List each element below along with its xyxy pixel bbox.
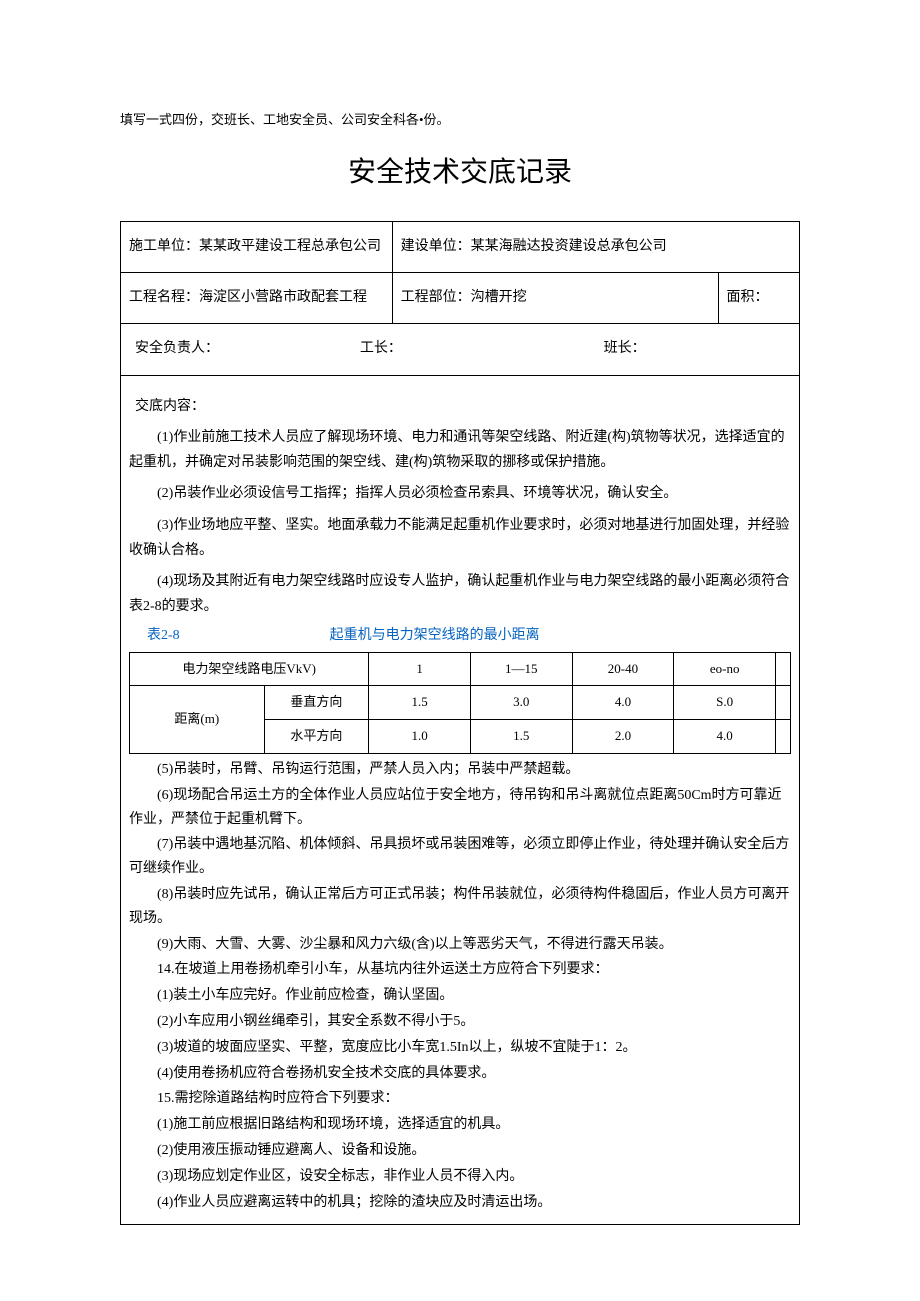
area: 面积： bbox=[718, 272, 800, 323]
item-15-1: (1)施工前应根据旧路结构和现场环境，选择适宜的机具。 bbox=[129, 1113, 791, 1137]
cell: 3.0 bbox=[470, 686, 572, 720]
content-cell: 交底内容： (1)作业前施工技术人员应了解现场环境、电力和通讯等架空线路、附近建… bbox=[121, 375, 800, 1225]
cell: 1.5 bbox=[369, 686, 471, 720]
table-row: 安全负责人： 工长： 班长： bbox=[121, 324, 800, 375]
table-row: 施工单位：某某政平建设工程总承包公司 建设单位：某某海融达投资建设总承包公司 bbox=[121, 221, 800, 272]
para-8: (8)吊装时应先试吊，确认正常后方可正式吊装；构件吊装就位，必须待构件稳固后，作… bbox=[129, 883, 791, 931]
document-title: 安全技术交底记录 bbox=[120, 151, 800, 196]
foreman: 工长： bbox=[360, 338, 604, 360]
header-note: 填写一式四份，交班长、工地安全员、公司安全科各•份。 bbox=[120, 110, 800, 131]
main-table: 施工单位：某某政平建设工程总承包公司 建设单位：某某海融达投资建设总承包公司 工… bbox=[120, 221, 800, 1226]
team-lead: 班长： bbox=[604, 338, 791, 360]
item-15-3: (3)现场应划定作业区，设安全标志，非作业人员不得入内。 bbox=[129, 1165, 791, 1189]
cell: 4.0 bbox=[674, 720, 776, 754]
table-title-link: 起重机与电力架空线路的最小距离 bbox=[330, 625, 540, 647]
para-7: (7)吊装中遇地基沉陷、机体倾斜、吊具损坏或吊装困难等，必须立即停止作业，待处理… bbox=[129, 833, 791, 881]
item-14-1: (1)装土小车应完好。作业前应检查，确认坚固。 bbox=[129, 984, 791, 1008]
col-blank bbox=[776, 652, 791, 686]
para-2: (2)吊装作业必须设信号工指挥；指挥人员必须检查吊索具、环境等状况，确认安全。 bbox=[129, 481, 791, 506]
project-name: 工程名程：海淀区小营路市政配套工程 bbox=[121, 272, 393, 323]
para-6: (6)现场配合吊运土方的全体作业人员应站位于安全地方，待吊钩和吊斗离就位点距离5… bbox=[129, 784, 791, 832]
item-14-3: (3)坡道的坡面应坚实、平整，宽度应比小车宽1.5In以上，纵坡不宜陡于1：2。 bbox=[129, 1036, 791, 1060]
section-14: 14.在坡道上用卷扬机牵引小车，从基坑内往外运送土方应符合下列要求： bbox=[129, 958, 791, 982]
para-9: (9)大雨、大雪、大雾、沙尘暴和风力六级(含)以上等恶劣天气，不得进行露天吊装。 bbox=[129, 933, 791, 957]
th-voltage: 电力架空线路电压VkV) bbox=[130, 652, 369, 686]
para-1: (1)作业前施工技术人员应了解现场环境、电力和通讯等架空线路、附近建(构)筑物等… bbox=[129, 425, 791, 475]
cell: 2.0 bbox=[572, 720, 674, 754]
table-row: 电力架空线路电压VkV) 1 1—15 20-40 eo-no bbox=[130, 652, 791, 686]
project-part: 工程部位：沟槽开挖 bbox=[392, 272, 718, 323]
construction-unit: 施工单位：某某政平建设工程总承包公司 bbox=[121, 221, 393, 272]
cell-blank bbox=[776, 686, 791, 720]
para-3: (3)作业场地应平整、坚实。地面承载力不能满足起重机作业要求时，必须对地基进行加… bbox=[129, 513, 791, 563]
col-4: eo-no bbox=[674, 652, 776, 686]
content-heading: 交底内容： bbox=[129, 394, 791, 419]
build-unit: 建设单位：某某海融达投资建设总承包公司 bbox=[392, 221, 799, 272]
table-ref-link: 表2-8 bbox=[147, 625, 180, 647]
table-caption: 表2-8 起重机与电力架空线路的最小距离 bbox=[129, 625, 791, 647]
dir-vertical: 垂直方向 bbox=[264, 686, 369, 720]
col-2: 1—15 bbox=[470, 652, 572, 686]
table-row: 交底内容： (1)作业前施工技术人员应了解现场环境、电力和通讯等架空线路、附近建… bbox=[121, 375, 800, 1225]
text: (6)现场配合吊运土方的全体作业人员应站位于安全地方，待吊钩和吊斗离就位点距离5… bbox=[129, 788, 782, 827]
cell: 1.5 bbox=[470, 720, 572, 754]
item-15-4: (4)作业人员应避离运转中的机具；挖除的渣块应及时清运出场。 bbox=[129, 1191, 791, 1215]
cell: 4.0 bbox=[572, 686, 674, 720]
cell: 1.0 bbox=[369, 720, 471, 754]
signature-cell: 安全负责人： 工长： 班长： bbox=[121, 324, 800, 375]
text: (7)吊装中遇地基沉陷、机体倾斜、吊具损坏或吊装困难等，必须立即停止作业，待处理… bbox=[129, 837, 789, 876]
table-row: 距离(m) 垂直方向 1.5 3.0 4.0 S.0 bbox=[130, 686, 791, 720]
text: (1)作业前施工技术人员应了解现场环境、电力和通讯等架空线路、附近建(构)筑物等… bbox=[129, 430, 785, 470]
section-15: 15.需挖除道路结构时应符合下列要求： bbox=[129, 1087, 791, 1111]
text: (4)现场及其附近有电力架空线路时应设专人监护，确认起重机作业与电力架空线路的最… bbox=[129, 574, 789, 614]
item-14-2: (2)小车应用小钢丝绳牵引，其安全系数不得小于5。 bbox=[129, 1010, 791, 1034]
col-3: 20-40 bbox=[572, 652, 674, 686]
cell-blank bbox=[776, 720, 791, 754]
cell: S.0 bbox=[674, 686, 776, 720]
para-5: (5)吊装时，吊臂、吊钩运行范围，严禁人员入内；吊装中严禁超载。 bbox=[129, 758, 791, 782]
item-14-4: (4)使用卷扬机应符合卷扬机安全技术交底的具体要求。 bbox=[129, 1062, 791, 1086]
para-4: (4)现场及其附近有电力架空线路时应设专人监护，确认起重机作业与电力架空线路的最… bbox=[129, 569, 791, 619]
table-row: 工程名程：海淀区小营路市政配套工程 工程部位：沟槽开挖 面积： bbox=[121, 272, 800, 323]
distance-table: 电力架空线路电压VkV) 1 1—15 20-40 eo-no 距离(m) 垂直… bbox=[129, 652, 791, 754]
col-1: 1 bbox=[369, 652, 471, 686]
th-distance: 距离(m) bbox=[130, 686, 265, 754]
safety-lead: 安全负责人： bbox=[135, 338, 360, 360]
text: (8)吊装时应先试吊，确认正常后方可正式吊装；构件吊装就位，必须待构件稳固后，作… bbox=[129, 887, 789, 926]
dir-horizontal: 水平方向 bbox=[264, 720, 369, 754]
text: (3)作业场地应平整、坚实。地面承载力不能满足起重机作业要求时，必须对地基进行加… bbox=[129, 518, 789, 558]
item-15-2: (2)使用液压振动锤应避离人、设备和设施。 bbox=[129, 1139, 791, 1163]
